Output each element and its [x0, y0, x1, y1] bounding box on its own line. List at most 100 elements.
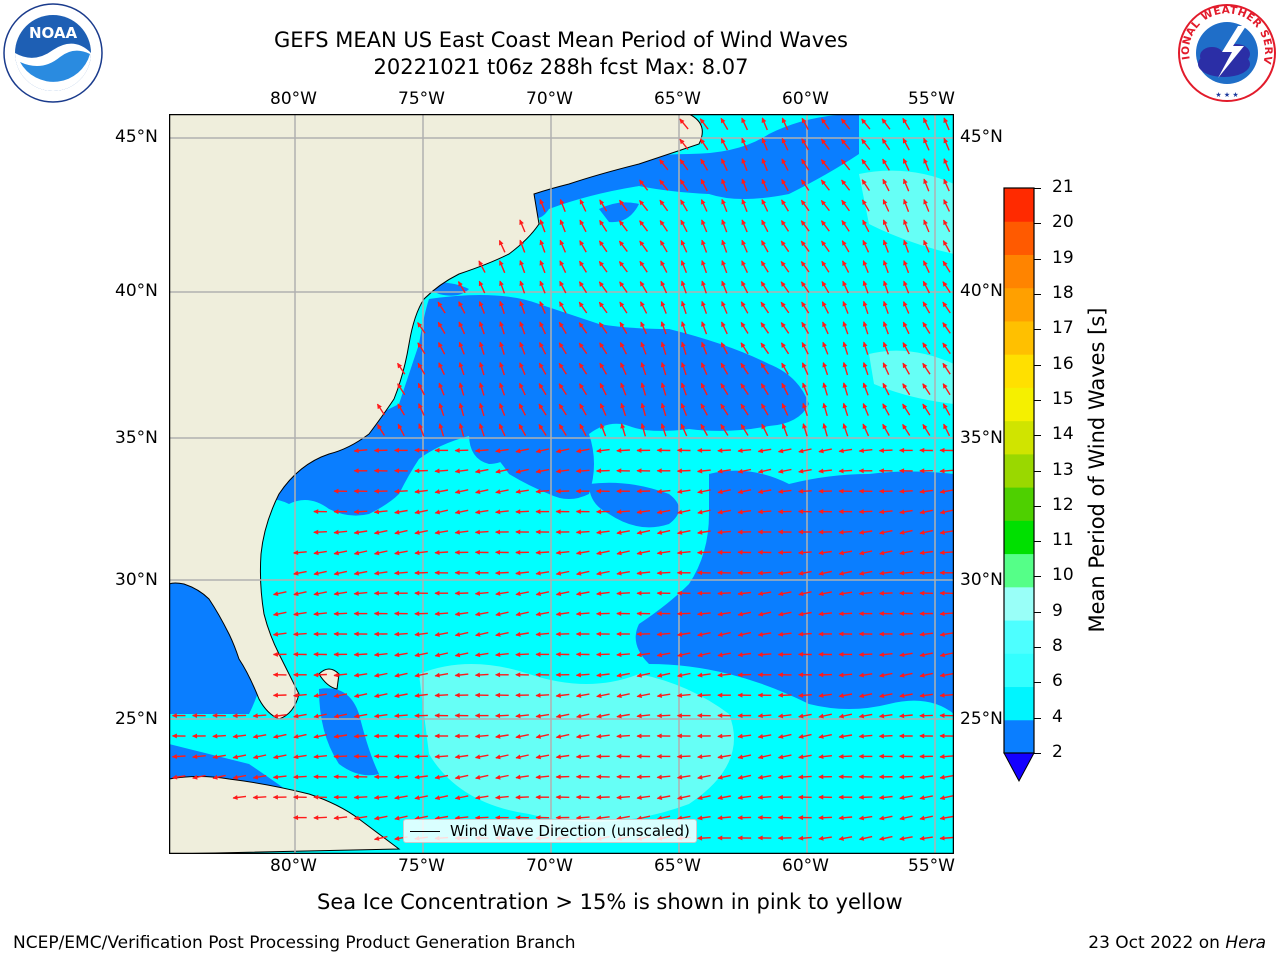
wind-wave-arrowhead: [434, 713, 440, 718]
wind-wave-arrowhead: [878, 509, 885, 515]
wind-wave-arrowhead: [353, 570, 360, 576]
wind-wave-arrowhead: [757, 815, 763, 820]
wind-wave-arrowhead: [232, 754, 238, 760]
wind-wave-arrowhead: [701, 219, 706, 225]
wind-wave-arrowhead: [474, 611, 481, 617]
footer-date-text: 23 Oct 2022 on: [1088, 933, 1226, 953]
wind-wave-arrowhead: [474, 692, 480, 698]
wind-wave-arrowhead: [373, 448, 379, 453]
wind-wave-arrowhead: [697, 529, 703, 535]
wind-wave-arrowhead: [862, 423, 868, 430]
wind-wave-arrowhead: [777, 672, 783, 678]
wind-wave-arrowhead: [761, 260, 766, 267]
colorbar-tick-mark: [1034, 611, 1041, 613]
wind-wave-arrowhead: [575, 611, 582, 617]
lat-label-right: 30°N: [960, 570, 1003, 590]
wind-wave-arrowhead: [495, 692, 501, 698]
wind-wave-arrowhead: [313, 529, 319, 535]
wind-wave-arrowhead: [353, 794, 359, 800]
wind-wave-arrowhead: [781, 220, 786, 226]
wind-wave-arrowhead: [293, 774, 299, 780]
wind-wave-arrowhead: [757, 754, 764, 760]
wind-wave-arrowhead: [878, 570, 885, 576]
wind-wave-arrowhead: [818, 591, 824, 597]
wind-wave-arrowhead: [902, 383, 908, 389]
wind-wave-arrowhead: [333, 693, 339, 699]
wind-wave-arrowhead: [515, 489, 521, 494]
wind-wave-arrowhead: [777, 591, 784, 597]
wind-wave-arrowhead: [858, 631, 864, 637]
footer-credit: NCEP/EMC/Verification Post Processing Pr…: [13, 933, 576, 953]
wind-wave-arrowhead: [373, 733, 379, 739]
wind-wave-arrowhead: [939, 489, 945, 494]
wind-wave-arrowhead: [639, 179, 645, 186]
wind-wave-arrowhead: [737, 795, 743, 800]
wind-wave-arrowhead: [822, 402, 828, 409]
wind-wave-arrowhead: [697, 509, 703, 515]
wind-wave-arrowhead: [192, 733, 198, 739]
wind-wave-arrowhead: [777, 509, 783, 515]
wind-wave-arrowhead: [640, 382, 646, 388]
wind-wave-arrowhead: [495, 468, 501, 474]
wind-wave-arrowhead: [639, 199, 645, 206]
wind-wave-arrowhead: [515, 794, 521, 800]
wind-wave-arrowhead: [438, 341, 443, 348]
wind-wave-arrowhead: [499, 300, 504, 307]
colorbar-tick-label: 4: [1052, 706, 1063, 727]
wind-wave-arrowhead: [676, 468, 682, 474]
wind-wave-arrowhead: [394, 509, 400, 515]
wind-wave-arrowhead: [757, 631, 764, 637]
wind-wave-arrowhead: [741, 301, 746, 307]
wind-wave-arrowhead: [636, 550, 642, 556]
wind-wave-arrowhead: [418, 403, 423, 409]
wind-wave-arrowhead: [659, 159, 665, 165]
colorbar-band: [1004, 453, 1034, 488]
wind-wave-arrowhead: [515, 692, 521, 698]
lat-label-left: 35°N: [115, 428, 158, 448]
wind-wave-arrowhead: [878, 733, 884, 739]
wind-wave-arrowhead: [721, 198, 726, 205]
wind-wave-arrowhead: [838, 672, 844, 678]
wind-wave-arrowhead: [353, 468, 359, 474]
wind-wave-arrowhead: [252, 794, 258, 800]
wind-wave-arrowhead: [740, 403, 746, 410]
colorbar-band: [1004, 653, 1034, 688]
map-title: GEFS MEAN US East Coast Mean Period of W…: [274, 28, 848, 52]
wind-wave-arrowhead: [680, 239, 686, 246]
wind-wave-arrowhead: [818, 468, 824, 474]
wind-wave-arrowhead: [659, 220, 665, 226]
wind-wave-arrowhead: [434, 672, 440, 678]
wind-wave-arrowhead: [558, 362, 564, 369]
wind-wave-arrowhead: [680, 402, 686, 409]
wind-wave-arrowhead: [878, 590, 884, 596]
wind-wave-arrowhead: [677, 652, 683, 658]
wind-wave-arrowhead: [555, 611, 561, 617]
wind-wave-arrowhead: [858, 488, 864, 494]
wind-wave-arrowhead: [656, 509, 663, 515]
wind-wave-arrowhead: [737, 835, 743, 841]
wind-wave-arrowhead: [737, 692, 743, 698]
wind-wave-arrowhead: [919, 754, 925, 759]
wind-wave-arrowhead: [942, 281, 948, 287]
wind-wave-arrowhead: [599, 342, 605, 348]
wind-wave-arrowhead: [923, 198, 928, 205]
wind-wave-arrowhead: [515, 611, 521, 617]
colorbar-band: [1004, 221, 1034, 255]
wind-wave-arrowhead: [656, 795, 663, 801]
wind-wave-arrowhead: [596, 550, 602, 556]
wind-wave-arrowhead: [757, 835, 763, 841]
wind-wave-arrowhead: [539, 321, 544, 328]
wind-wave-arrowhead: [596, 774, 602, 780]
wind-wave-arrowhead: [838, 550, 844, 556]
wind-wave-arrowhead: [700, 158, 706, 165]
wind-wave-arrowhead: [636, 652, 642, 658]
wind-wave-arrowhead: [656, 590, 662, 596]
wind-wave-arrowhead: [373, 693, 380, 698]
lon-label-top: 60°W: [782, 89, 829, 109]
wind-wave-arrowhead: [681, 321, 686, 327]
wind-wave-arrowhead: [942, 362, 948, 369]
wind-wave-arrowhead: [535, 815, 541, 820]
wind-wave-arrowhead: [272, 631, 279, 637]
wind-wave-arrowhead: [414, 693, 420, 698]
wind-wave-arrowhead: [757, 468, 764, 474]
